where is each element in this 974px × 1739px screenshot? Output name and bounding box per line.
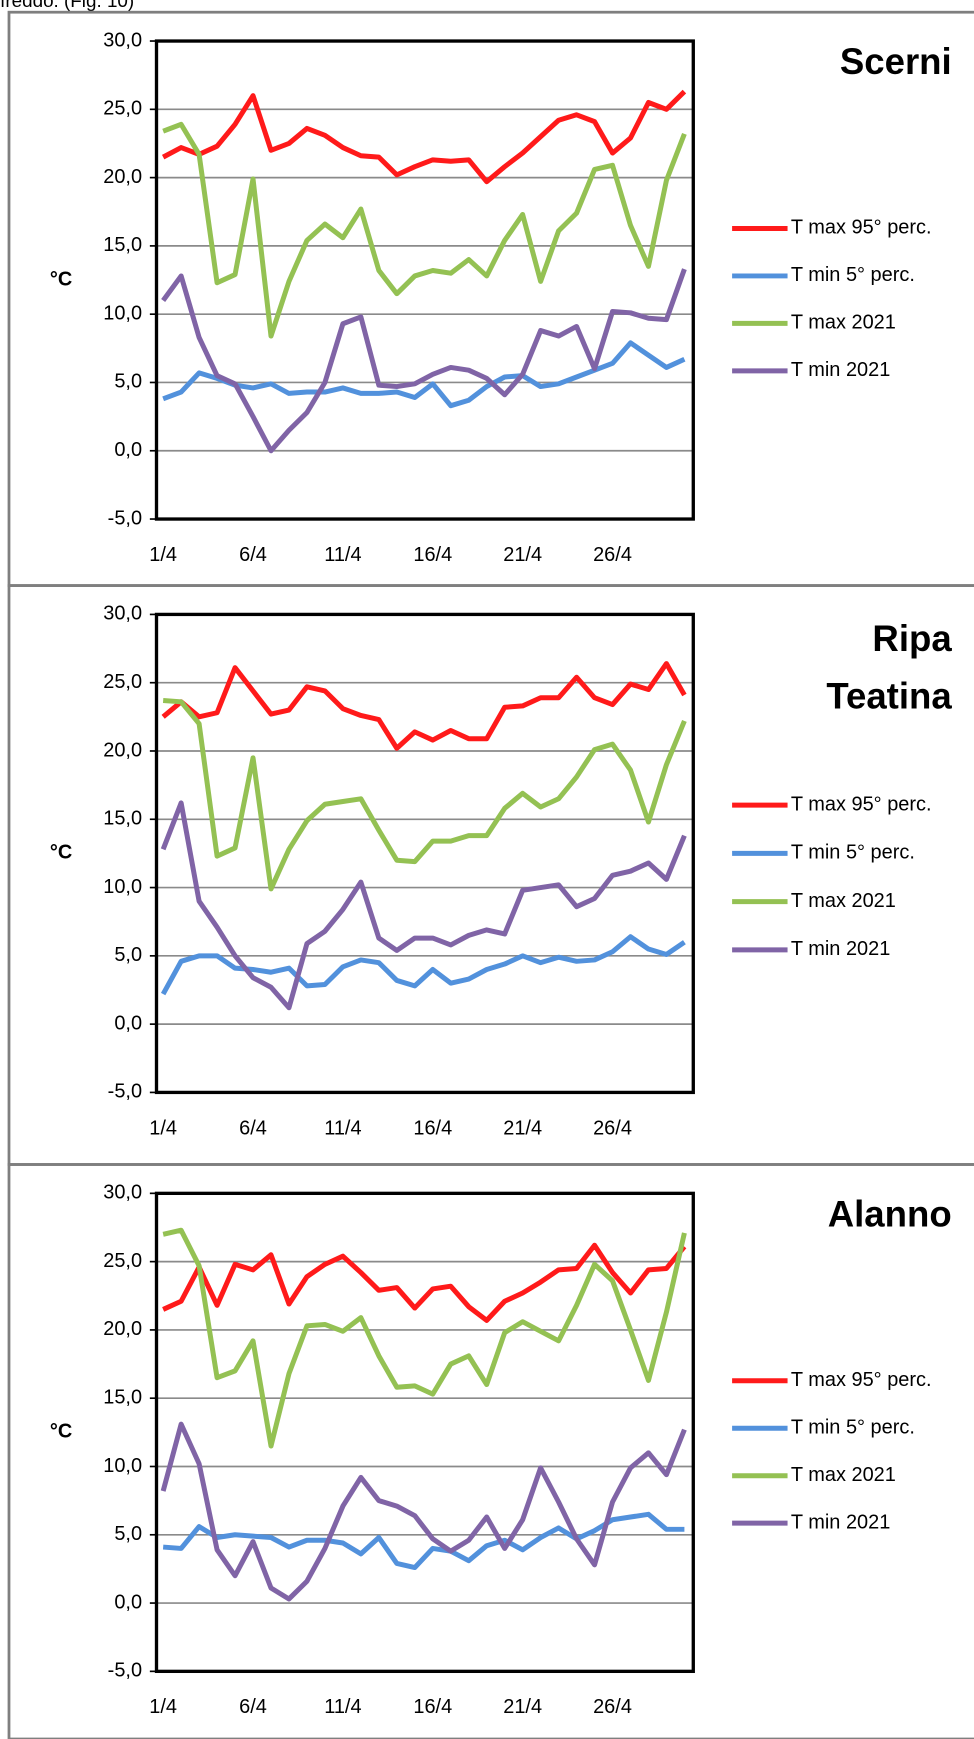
series-line xyxy=(161,661,687,751)
y-axis-label: °C xyxy=(50,268,72,290)
x-tick-label: 16/4 xyxy=(413,1696,452,1718)
series-line xyxy=(162,121,687,339)
y-tick-label: 10,0 xyxy=(103,876,142,898)
series-line xyxy=(161,89,687,185)
y-tick-label: 20,0 xyxy=(103,166,142,188)
x-tick-label: 11/4 xyxy=(324,544,361,566)
legend-label: T max 2021 xyxy=(791,312,896,334)
legend-label: T min 2021 xyxy=(791,1511,890,1533)
x-tick-label: 6/4 xyxy=(239,1117,267,1139)
y-tick-label: 15,0 xyxy=(103,234,142,256)
y-tick-label: -5,0 xyxy=(108,1660,142,1682)
y-tick-label: 15,0 xyxy=(103,1386,142,1408)
x-tick-label: 21/4 xyxy=(503,1117,542,1139)
y-tick-label: 5,0 xyxy=(114,1523,142,1545)
series-line xyxy=(160,800,687,1011)
y-tick-label: 20,0 xyxy=(103,739,142,761)
x-tick-label: 16/4 xyxy=(413,1117,452,1139)
x-tick-label: 1/4 xyxy=(149,1117,177,1139)
y-tick-label: 25,0 xyxy=(103,1250,142,1272)
x-tick-label: 11/4 xyxy=(324,1117,361,1139)
series-line xyxy=(162,697,687,892)
x-tick-label: 6/4 xyxy=(239,544,267,566)
legend-label: T max 95° perc. xyxy=(791,1369,932,1391)
y-tick-label: 25,0 xyxy=(103,98,142,120)
x-tick-label: 26/4 xyxy=(593,1696,632,1718)
y-tick-label: 0,0 xyxy=(114,1591,142,1613)
legend-label: T min 5° perc. xyxy=(791,842,915,864)
legend-label: T min 2021 xyxy=(791,938,890,960)
y-axis-label: °C xyxy=(50,842,72,864)
x-tick-label: 11/4 xyxy=(324,1696,361,1718)
y-tick-label: 10,0 xyxy=(103,302,142,324)
series-line xyxy=(162,1227,687,1449)
y-tick-label: -5,0 xyxy=(108,1081,142,1103)
panel-border xyxy=(7,584,974,1166)
x-tick-label: 21/4 xyxy=(503,1696,542,1718)
panel-border xyxy=(7,10,974,587)
y-tick-label: 15,0 xyxy=(103,808,142,830)
y-tick-label: 5,0 xyxy=(114,944,142,966)
series-line xyxy=(162,1242,687,1323)
x-tick-label: 26/4 xyxy=(593,1117,632,1139)
caption: freddo. (Fig. 10) xyxy=(0,0,134,11)
legend-label: T min 5° perc. xyxy=(791,1417,915,1439)
y-tick-label: 30,0 xyxy=(103,603,142,625)
series-line xyxy=(162,340,686,409)
plot-border xyxy=(154,39,695,521)
series-line xyxy=(160,934,686,996)
x-tick-label: 1/4 xyxy=(149,544,177,566)
panel-border xyxy=(7,1163,974,1739)
legend-label: T min 5° perc. xyxy=(791,264,915,286)
y-tick-label: 30,0 xyxy=(103,29,142,51)
chart-title: Alanno xyxy=(828,1193,952,1234)
y-tick-label: 20,0 xyxy=(103,1318,142,1340)
series-line xyxy=(160,1421,687,1602)
legend-label: T max 2021 xyxy=(791,890,896,912)
y-tick-label: 10,0 xyxy=(103,1455,142,1477)
chart-title: Ripa Teatina xyxy=(826,618,952,717)
legend-label: T min 2021 xyxy=(791,359,890,381)
y-tick-label: 5,0 xyxy=(114,371,142,393)
y-axis-label: °C xyxy=(50,1421,72,1443)
series-line xyxy=(162,1511,685,1571)
legend-label: T max 2021 xyxy=(791,1464,896,1486)
y-tick-label: 30,0 xyxy=(103,1182,142,1204)
x-tick-label: 16/4 xyxy=(413,544,452,566)
x-tick-label: 6/4 xyxy=(239,1696,267,1718)
legend-label: T max 95° perc. xyxy=(791,793,932,815)
x-tick-label: 1/4 xyxy=(149,1696,177,1718)
x-tick-label: 26/4 xyxy=(593,544,632,566)
y-tick-label: 0,0 xyxy=(114,439,142,461)
plot-border xyxy=(154,1191,695,1674)
y-tick-label: 0,0 xyxy=(114,1012,142,1034)
legend-label: T max 95° perc. xyxy=(791,217,932,239)
series-line xyxy=(161,268,687,454)
y-tick-label: 25,0 xyxy=(103,671,142,693)
chart-title: Scerni xyxy=(840,41,952,82)
plot-border xyxy=(154,612,695,1095)
x-tick-label: 21/4 xyxy=(503,544,542,566)
y-tick-label: -5,0 xyxy=(108,507,142,529)
